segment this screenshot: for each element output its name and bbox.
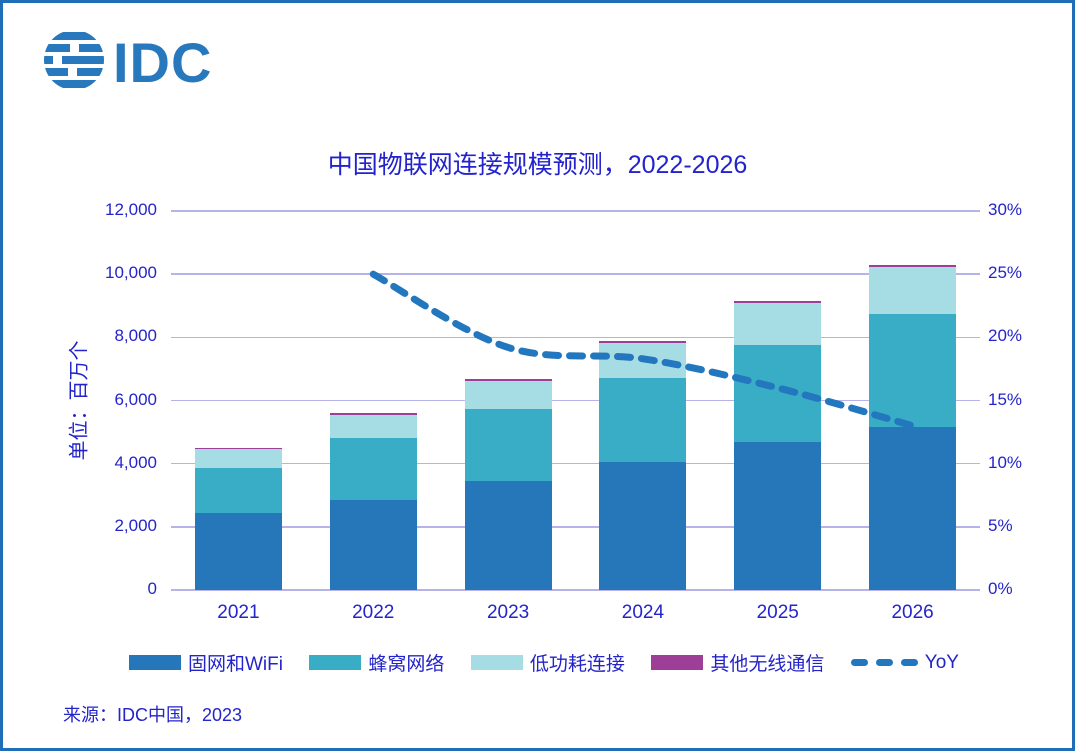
- idc-logo-text: IDC: [113, 30, 213, 94]
- legend-item: 固网和WiFi: [129, 649, 283, 676]
- gridline: [171, 399, 980, 402]
- right-axis-tick-label: 5%: [988, 515, 1013, 535]
- bar-segment: [464, 481, 552, 590]
- chart-title: 中国物联网连接规模预测，2022-2026: [327, 151, 748, 179]
- gridline: [171, 589, 980, 591]
- bar-segment: [194, 512, 282, 590]
- legend-item: 其他无线通信: [651, 649, 824, 676]
- bar-segment: [194, 448, 282, 469]
- right-axis-tick-label: 10%: [988, 452, 1023, 472]
- bar-segment: [599, 462, 687, 590]
- legend-dash: [875, 659, 893, 666]
- left-axis-tick-label: 0: [147, 579, 157, 598]
- bar-segment: [464, 380, 552, 410]
- idc-logo: IDC: [43, 29, 212, 96]
- chart-legend: 固网和WiFi 蜂窝网络 低功耗连接 其他无线通信 YoY: [129, 649, 959, 676]
- left-axis-tick-label: 10,000: [105, 263, 157, 283]
- left-axis-title: 单位：百万个: [68, 340, 91, 461]
- bar-segment: [869, 313, 957, 428]
- x-axis-label: 2026: [891, 602, 934, 623]
- gridline: [171, 210, 980, 212]
- legend-item: 低功耗连接: [470, 649, 625, 676]
- bar-segment: [329, 414, 417, 439]
- legend-dash: [850, 659, 868, 666]
- source-note: 来源：IDC中国，2023: [63, 705, 243, 725]
- left-axis-tick-label: 2,000: [114, 515, 157, 535]
- bar-segment: [734, 441, 822, 590]
- bar-segment: [869, 427, 957, 590]
- legend-label: 蜂窝网络: [368, 654, 445, 675]
- right-axis-tick-label: 20%: [988, 326, 1023, 346]
- bar-segment: [329, 500, 417, 590]
- dashed-line-icon: [850, 659, 918, 666]
- bar-segment: [599, 378, 687, 463]
- gridline: [171, 526, 980, 528]
- left-axis-tick-label: 12,000: [105, 200, 157, 219]
- legend-item: 蜂窝网络: [309, 649, 444, 676]
- legend-swatch: [309, 655, 362, 670]
- right-axis-tick-label: 0%: [988, 579, 1013, 598]
- bar-segment: [194, 468, 282, 513]
- bar-segment: [599, 341, 687, 344]
- x-axis-label: 2022: [352, 602, 395, 623]
- idc-globe-icon: [43, 29, 105, 96]
- bar-segment: [869, 267, 957, 314]
- legend-swatch: [651, 655, 704, 670]
- legend-swatch: [129, 655, 181, 670]
- bar-segment: [464, 379, 552, 381]
- gridline: [171, 273, 980, 275]
- legend-label: YoY: [924, 651, 959, 673]
- x-axis-label: 2021: [217, 602, 260, 623]
- gridline: [171, 462, 980, 465]
- right-axis-tick-label: 25%: [988, 263, 1023, 283]
- legend-item-yoy: YoY: [850, 651, 959, 674]
- legend-label: 其他无线通信: [710, 654, 825, 675]
- bar-segment: [599, 343, 687, 379]
- bar-segment: [464, 409, 552, 482]
- bar-segment: [194, 447, 282, 449]
- bar-segment: [734, 302, 822, 345]
- chart-plot-area: 0 0% 2,000 5% 4,000 10% 6,000 15% 8,000 20% 10,000…: [3, 3, 1072, 748]
- legend-label: 低功耗连接: [529, 654, 625, 675]
- right-axis-tick-label: 30%: [988, 200, 1023, 219]
- bar-segment: [869, 265, 957, 268]
- bar-segment: [329, 438, 417, 501]
- bar-segment: [734, 300, 822, 303]
- legend-dash: [900, 659, 918, 666]
- bar-segment: [734, 344, 822, 442]
- gridline: [171, 336, 980, 339]
- x-axis-label: 2023: [486, 602, 530, 623]
- x-axis-label: 2024: [621, 602, 665, 623]
- legend-label: 固网和WiFi: [188, 654, 283, 675]
- right-axis-tick-label: 15%: [988, 389, 1023, 409]
- bar-segment: [329, 413, 417, 415]
- legend-swatch: [470, 655, 523, 670]
- x-axis-label: 2025: [756, 602, 799, 623]
- yoy-line: [369, 270, 917, 430]
